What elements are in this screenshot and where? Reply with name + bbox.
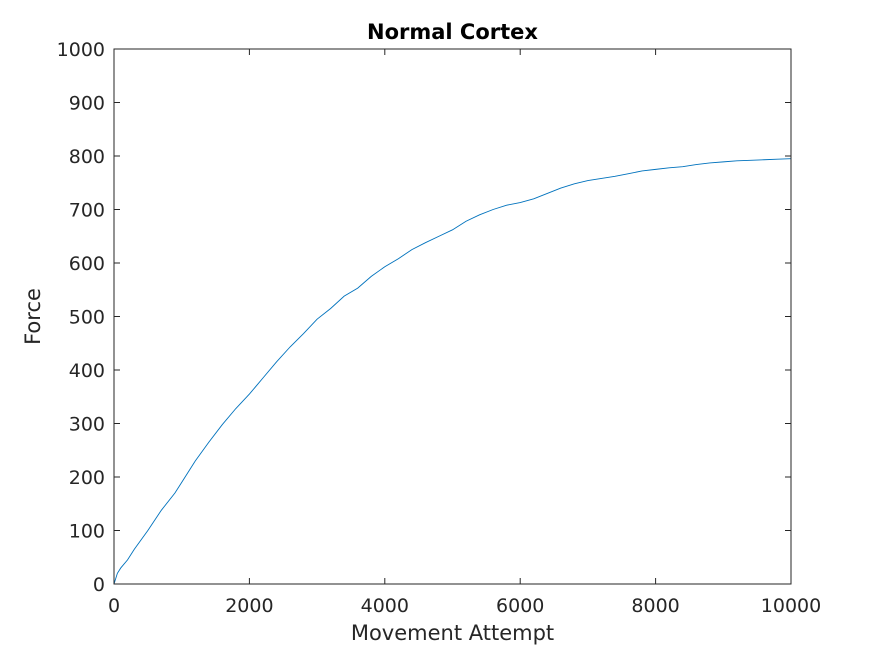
y-tick-label: 900 [69,93,105,115]
labels-layer: 0 2000 4000 6000 8000 10000 0 100 200 300 400 500 60… [57,39,822,617]
y-tick-label: 500 [69,307,105,329]
plot-frame [113,48,792,585]
y-tick-label: 300 [69,414,105,436]
y-tick-label: 600 [69,253,105,275]
x-tick-label: 4000 [361,595,409,617]
chart-title: Normal Cortex [367,20,538,44]
x-tick-label: 8000 [631,595,679,617]
x-tick-label: 10000 [761,595,821,617]
x-axis-label: Movement Attempt [351,621,554,645]
y-tick-label: 400 [69,360,105,382]
y-tick-label: 700 [69,200,105,222]
y-tick-label: 800 [69,146,105,168]
series-line [113,158,792,585]
y-tick-label: 100 [69,521,105,543]
y-tick-label: 200 [69,467,105,489]
x-tick-label: 0 [108,595,120,617]
x-tick-label: 2000 [225,595,273,617]
y-tick-label: 0 [93,574,105,596]
y-tick-label: 1000 [57,39,105,61]
plot-area [114,49,791,584]
y-axis-label: Force [21,288,45,345]
x-tick-label: 6000 [496,595,544,617]
